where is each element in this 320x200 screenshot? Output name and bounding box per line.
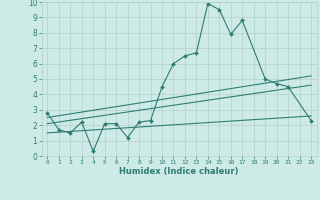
X-axis label: Humidex (Indice chaleur): Humidex (Indice chaleur)	[119, 167, 239, 176]
